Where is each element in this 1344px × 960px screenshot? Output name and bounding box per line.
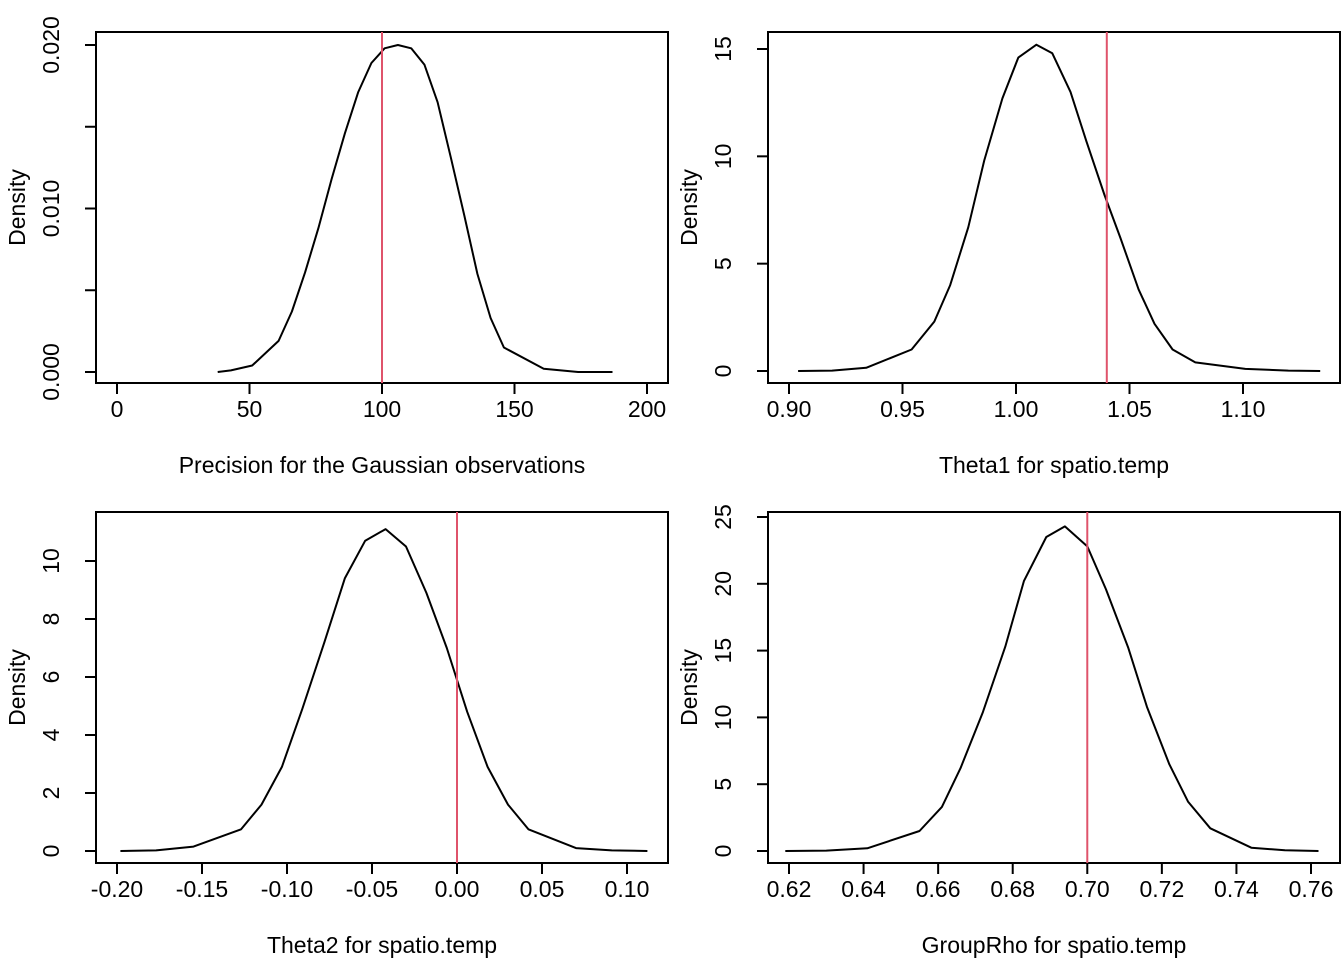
- y-tick-label: 25: [710, 504, 736, 530]
- y-tick-label: 20: [710, 571, 736, 597]
- x-tick-label: 0.62: [767, 876, 812, 902]
- x-tick-label: -0.05: [346, 876, 398, 902]
- panel-4: 0.62 0.64 0.66 0.68 0.70 0.72 0.74 0.76 0 5 10 15 20…: [676, 504, 1341, 958]
- x-axis-title: Precision for the Gaussian observations: [179, 452, 586, 478]
- y-tick-label: 0.020: [38, 16, 64, 74]
- y-tick-label: 10: [710, 144, 736, 170]
- x-tick-label: 150: [495, 396, 533, 422]
- y-tick-label: 2: [38, 787, 64, 800]
- x-tick-label: 0.66: [916, 876, 961, 902]
- y-tick-label: 0.000: [38, 343, 64, 401]
- x-tick-label: 0.70: [1065, 876, 1110, 902]
- x-tick-label: 1.00: [994, 396, 1039, 422]
- panel-2: 0.90 0.95 1.00 1.05 1.10 0 5 10 15 Theta1 for spa…: [676, 31, 1341, 478]
- x-tick-label: 0.74: [1214, 876, 1259, 902]
- x-axis-title: Theta2 for spatio.temp: [267, 932, 497, 958]
- y-tick-label: 0: [710, 365, 736, 378]
- plot-frame: [95, 511, 669, 864]
- y-tick-label: 8: [38, 613, 64, 626]
- x-tick-label: -0.20: [91, 876, 143, 902]
- x-tick-label: 0.95: [880, 396, 925, 422]
- y-tick-label: 0: [38, 845, 64, 858]
- panel-1: 0 50 100 150 200 0.000 0.010 0.020 Precision for…: [4, 16, 669, 478]
- panel-3: -0.20 -0.15 -0.10 -0.05 0.00 0.05 0.10 0 2 4 6 8 10 T…: [4, 511, 669, 958]
- x-tick-label: 0.10: [605, 876, 650, 902]
- y-tick-label: 10: [38, 548, 64, 574]
- y-tick-label: 6: [38, 671, 64, 684]
- density-curve: [798, 43, 1321, 372]
- y-axis-title: Density: [676, 169, 702, 246]
- x-tick-label: 50: [237, 396, 263, 422]
- x-tick-label: 1.10: [1221, 396, 1266, 422]
- x-tick-label: 0.76: [1289, 876, 1334, 902]
- x-tick-label: 0.00: [435, 876, 480, 902]
- x-tick-label: 0.05: [520, 876, 565, 902]
- x-axis-title: Theta1 for spatio.temp: [939, 452, 1169, 478]
- y-tick-label: 5: [710, 778, 736, 791]
- x-tick-label: 1.05: [1107, 396, 1152, 422]
- y-axis-title: Density: [4, 649, 30, 726]
- density-curve: [785, 525, 1319, 852]
- y-tick-label: 15: [710, 36, 736, 62]
- density-curve: [120, 528, 648, 852]
- y-tick-label: 0: [710, 845, 736, 858]
- y-tick-label: 0.010: [38, 180, 64, 238]
- y-axis-title: Density: [676, 649, 702, 726]
- x-tick-label: 0.72: [1139, 876, 1184, 902]
- y-tick-label: 15: [710, 638, 736, 664]
- y-tick-label: 4: [38, 728, 64, 741]
- y-tick-label: 10: [710, 705, 736, 731]
- y-tick-label: 5: [710, 257, 736, 270]
- x-tick-label: 0.68: [990, 876, 1035, 902]
- y-axis-title: Density: [4, 169, 30, 246]
- x-tick-label: 0.64: [841, 876, 886, 902]
- x-tick-label: -0.10: [261, 876, 313, 902]
- x-tick-label: 200: [628, 396, 666, 422]
- x-tick-label: 0: [111, 396, 124, 422]
- plot-frame: [767, 511, 1341, 864]
- x-tick-label: 0.90: [767, 396, 812, 422]
- x-tick-label: -0.15: [176, 876, 228, 902]
- density-curve: [217, 44, 613, 373]
- x-tick-label: 100: [363, 396, 401, 422]
- plot-frame: [767, 31, 1341, 384]
- x-axis-title: GroupRho for spatio.temp: [922, 932, 1187, 958]
